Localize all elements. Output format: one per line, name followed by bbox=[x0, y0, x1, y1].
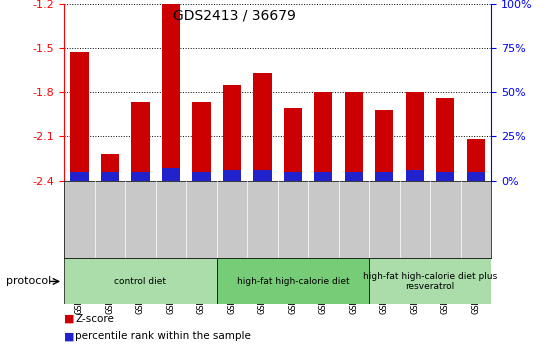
Bar bbox=[131, 172, 150, 181]
Bar bbox=[283, 108, 302, 181]
Bar bbox=[253, 170, 272, 181]
Bar bbox=[131, 102, 150, 181]
Bar bbox=[70, 52, 89, 181]
Text: Z-score: Z-score bbox=[75, 314, 114, 324]
Bar bbox=[436, 172, 454, 181]
Bar bbox=[101, 154, 119, 181]
Text: protocol: protocol bbox=[6, 276, 51, 286]
Bar bbox=[64, 258, 217, 304]
Bar bbox=[283, 172, 302, 181]
Bar bbox=[406, 92, 424, 181]
Text: GDS2413 / 36679: GDS2413 / 36679 bbox=[173, 9, 296, 23]
Bar bbox=[345, 172, 363, 181]
Text: high-fat high-calorie diet plus
resveratrol: high-fat high-calorie diet plus resverat… bbox=[363, 272, 497, 291]
Bar bbox=[253, 73, 272, 181]
Text: ■: ■ bbox=[64, 331, 75, 341]
Bar bbox=[466, 172, 485, 181]
Bar bbox=[162, 4, 180, 181]
Bar bbox=[70, 172, 89, 181]
Bar bbox=[101, 172, 119, 181]
Text: ■: ■ bbox=[64, 314, 75, 324]
Bar bbox=[314, 172, 333, 181]
Bar bbox=[192, 172, 210, 181]
Text: percentile rank within the sample: percentile rank within the sample bbox=[75, 331, 251, 341]
Bar bbox=[223, 85, 241, 181]
Bar bbox=[345, 92, 363, 181]
Bar bbox=[466, 139, 485, 181]
Bar bbox=[223, 170, 241, 181]
Bar bbox=[375, 172, 393, 181]
Bar bbox=[217, 258, 369, 304]
Bar bbox=[314, 92, 333, 181]
Bar bbox=[375, 110, 393, 181]
Bar bbox=[162, 168, 180, 181]
Bar bbox=[406, 170, 424, 181]
Text: control diet: control diet bbox=[114, 277, 166, 286]
Text: high-fat high-calorie diet: high-fat high-calorie diet bbox=[237, 277, 349, 286]
Bar bbox=[192, 102, 210, 181]
Bar bbox=[369, 258, 491, 304]
Bar bbox=[436, 98, 454, 181]
